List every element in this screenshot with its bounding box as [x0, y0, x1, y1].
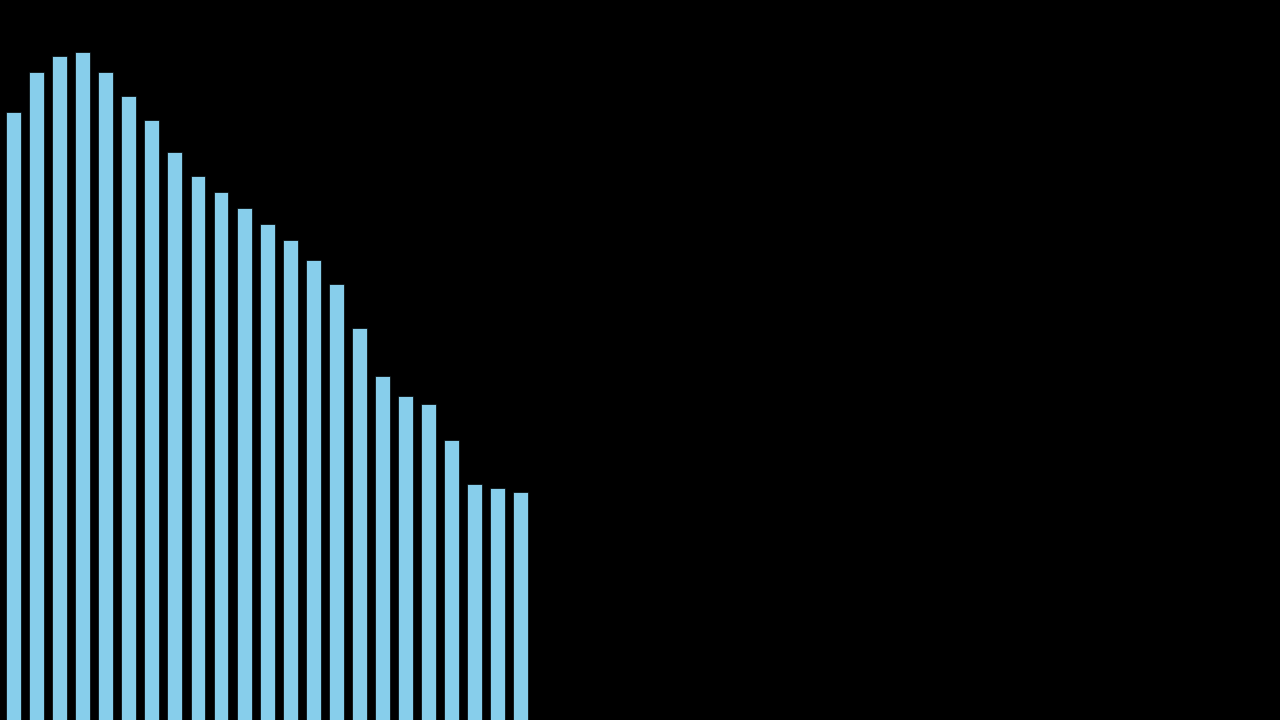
Bar: [398, 396, 412, 720]
Bar: [168, 152, 183, 720]
Bar: [191, 176, 206, 720]
Bar: [145, 120, 160, 720]
Bar: [214, 192, 229, 720]
Bar: [260, 224, 274, 720]
Bar: [375, 376, 389, 720]
Bar: [444, 440, 458, 720]
Bar: [421, 404, 435, 720]
Bar: [237, 208, 251, 720]
Bar: [352, 328, 366, 720]
Bar: [490, 488, 504, 720]
Bar: [122, 96, 137, 720]
Bar: [329, 284, 343, 720]
Bar: [29, 72, 45, 720]
Bar: [6, 112, 22, 720]
Bar: [76, 52, 91, 720]
Bar: [467, 484, 481, 720]
Bar: [283, 240, 297, 720]
Bar: [99, 72, 114, 720]
Bar: [306, 260, 320, 720]
Bar: [513, 492, 527, 720]
Bar: [52, 56, 68, 720]
